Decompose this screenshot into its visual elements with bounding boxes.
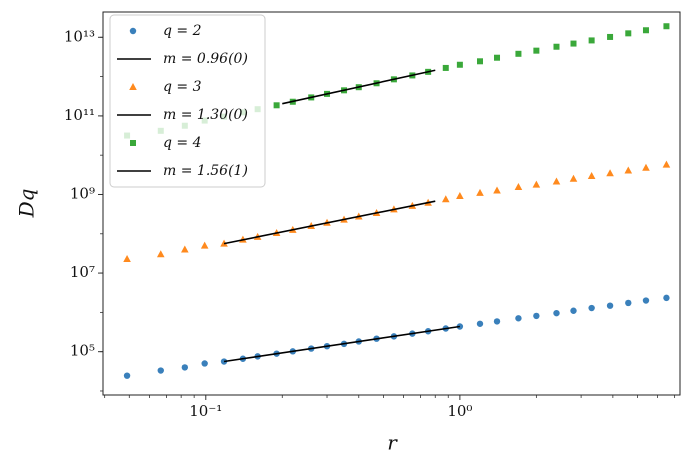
point bbox=[553, 43, 560, 50]
point bbox=[493, 318, 501, 325]
point bbox=[181, 245, 189, 253]
point bbox=[642, 27, 649, 34]
point bbox=[587, 172, 596, 180]
legend: q = 2 m = 0.96(0) q = 3 m = 1.30(0) q = 4 m =… bbox=[109, 14, 266, 188]
point bbox=[456, 192, 464, 200]
legend-label: m = 1.56(1) bbox=[163, 163, 248, 179]
x-tick-label: 10⁰ bbox=[447, 402, 472, 420]
point bbox=[201, 360, 208, 367]
point bbox=[493, 186, 501, 194]
fit-line bbox=[282, 69, 436, 105]
point bbox=[588, 37, 595, 44]
point bbox=[200, 241, 209, 249]
point bbox=[476, 188, 484, 196]
point bbox=[514, 183, 523, 191]
point bbox=[533, 312, 540, 320]
legend-label: q = 2 bbox=[163, 23, 202, 39]
x-tick-label: 10⁻¹ bbox=[189, 402, 222, 420]
y-tick-label: 10⁷ bbox=[70, 263, 95, 281]
point bbox=[663, 23, 670, 30]
fit-line bbox=[223, 200, 436, 245]
point bbox=[624, 166, 633, 174]
y-tick-label: 10¹³ bbox=[64, 27, 95, 45]
plot-area bbox=[123, 23, 671, 379]
point bbox=[606, 302, 614, 309]
point bbox=[625, 299, 632, 307]
y-tick-label: 10⁵ bbox=[70, 342, 95, 360]
point bbox=[642, 163, 650, 171]
y-tick-label: 10⁹ bbox=[70, 184, 95, 202]
y-axis-label: Dq bbox=[15, 189, 39, 219]
point bbox=[181, 364, 189, 371]
point bbox=[515, 50, 522, 57]
point bbox=[532, 180, 541, 188]
legend-marker bbox=[129, 83, 137, 90]
fit-line bbox=[223, 325, 460, 363]
point bbox=[441, 195, 450, 203]
point bbox=[588, 304, 595, 312]
axes-frame bbox=[102, 11, 681, 396]
point bbox=[494, 54, 501, 61]
point bbox=[569, 174, 578, 182]
point bbox=[607, 33, 614, 40]
legend-box bbox=[109, 14, 266, 188]
point bbox=[456, 323, 464, 330]
legend-marker bbox=[129, 27, 137, 35]
point bbox=[442, 64, 449, 71]
point bbox=[123, 254, 131, 262]
point bbox=[606, 169, 614, 177]
point bbox=[515, 315, 522, 322]
point bbox=[662, 160, 671, 168]
point bbox=[476, 320, 484, 327]
point bbox=[642, 297, 650, 304]
point bbox=[570, 40, 577, 47]
point bbox=[273, 102, 280, 109]
legend-label: m = 1.30(0) bbox=[163, 107, 248, 123]
point bbox=[476, 58, 483, 65]
legend-label: q = 3 bbox=[163, 79, 202, 95]
x-axis-label: r bbox=[387, 431, 398, 452]
point bbox=[123, 372, 131, 379]
y-tick-label: 10¹¹ bbox=[64, 106, 95, 124]
point bbox=[663, 294, 670, 302]
legend-label: m = 0.96(0) bbox=[163, 51, 248, 67]
point bbox=[533, 47, 540, 54]
point bbox=[456, 61, 463, 68]
point bbox=[157, 367, 164, 374]
point bbox=[156, 250, 165, 258]
legend-label: q = 4 bbox=[163, 135, 202, 151]
point bbox=[625, 30, 632, 37]
point bbox=[552, 177, 561, 185]
legend-marker bbox=[130, 140, 136, 146]
point bbox=[553, 309, 560, 317]
point bbox=[570, 307, 577, 314]
